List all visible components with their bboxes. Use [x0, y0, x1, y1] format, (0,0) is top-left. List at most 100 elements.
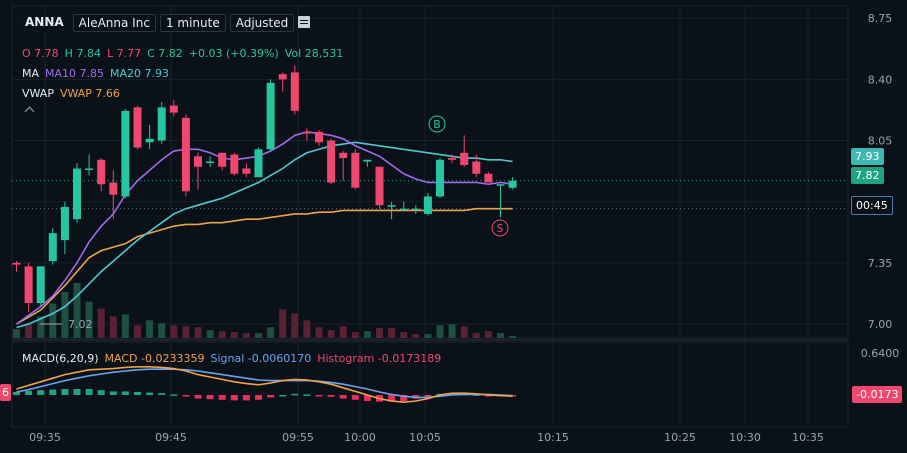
chart-header: ANNA AleAnna Inc 1 minute Adjusted [20, 14, 311, 32]
y-tick-label: 8.05 [868, 135, 893, 148]
candle-body [387, 205, 396, 207]
histogram-bar [448, 393, 456, 395]
open-label: O [22, 47, 31, 60]
volume-bar [303, 320, 311, 338]
candle-body [460, 152, 469, 166]
countdown-tag: 00:45 [851, 196, 893, 215]
candle-body [12, 262, 21, 265]
histogram-bar [351, 395, 359, 400]
histogram-bar [49, 389, 57, 395]
buy-signal-label: B [433, 118, 441, 131]
close-label: C [147, 47, 155, 60]
candle-body [363, 159, 372, 162]
ma-row[interactable]: MA MA10 7.85 MA20 7.93 [22, 67, 169, 80]
histogram-bar [37, 390, 45, 395]
histogram-value: Histogram -0.0173189 [317, 352, 442, 365]
macd-indicator-label[interactable]: MACD(6,20,9) [22, 352, 99, 365]
volume-bar [267, 327, 275, 338]
low-label: L [106, 47, 114, 60]
vwap-row[interactable]: VWAP VWAP 7.66 [22, 87, 120, 100]
candle-body [290, 72, 299, 111]
candle-body [85, 168, 94, 171]
volume-bar [351, 332, 359, 338]
histogram-bar [230, 395, 238, 401]
y-tick-label: 7.00 [868, 318, 893, 331]
histogram-bar [315, 395, 323, 397]
volume-bar [448, 324, 456, 338]
volume-label: Vol [284, 47, 302, 60]
candle-body [254, 149, 263, 178]
open-value: 7.78 [34, 47, 59, 60]
x-tick-label: 10:15 [537, 431, 569, 444]
volume-bar [73, 283, 81, 338]
candle-body [411, 208, 420, 211]
histogram-bar [267, 395, 275, 398]
histogram-bar [255, 395, 262, 400]
volume-value: 28,531 [304, 47, 344, 60]
candle-body [278, 74, 287, 80]
candle-body [327, 140, 336, 183]
candle-body [181, 117, 190, 192]
x-tick-label: 10:30 [729, 431, 761, 444]
candle-body [496, 184, 505, 186]
interval-selector[interactable]: 1 minute [159, 14, 226, 32]
histogram-bar [85, 389, 93, 395]
ohlc-row: O 7.78 H 7.84 L 7.77 C 7.82 +0.03 (+0.39… [22, 47, 343, 60]
histogram-bar [121, 391, 129, 395]
ma10-line [16, 130, 513, 325]
volume-bar [497, 333, 504, 338]
volume-bar [158, 323, 166, 338]
change-value: +0.03 (+0.39%) [188, 47, 279, 60]
macd-y-tick-label: 0.6400 [861, 347, 900, 360]
volume-bar [412, 334, 420, 338]
ma-indicator-label[interactable]: MA [22, 67, 40, 80]
candle-body [97, 159, 106, 185]
histogram-bar [73, 389, 81, 395]
histogram-bar [13, 392, 20, 395]
x-tick-label: 10:35 [792, 431, 824, 444]
buy-signal-icon [428, 115, 446, 133]
low-marker-label: 7.02 [68, 318, 93, 331]
histogram-bar [158, 393, 166, 395]
volume-bar [327, 330, 335, 338]
high-value: 7.84 [76, 47, 101, 60]
histogram-bar [134, 392, 141, 395]
x-tick-label: 09:35 [29, 431, 61, 444]
candle-body [109, 182, 118, 195]
close-price-tag: 7.82 [851, 167, 884, 184]
histogram-bar [279, 395, 287, 397]
ma20-price-tag: 7.93 [851, 148, 884, 165]
candle-body [375, 166, 384, 206]
adjustment-selector[interactable]: Adjusted [229, 14, 295, 32]
sell-signal-icon [491, 219, 509, 237]
left-edge-macd-tag: 6 [0, 384, 11, 401]
volume-bar [242, 333, 250, 338]
macd-panel-frame [11, 341, 849, 428]
vwap-indicator-label[interactable]: VWAP [22, 87, 54, 100]
x-tick-label: 09:45 [155, 431, 187, 444]
candle-body [24, 266, 33, 304]
close-value: 7.82 [158, 47, 183, 60]
histogram-bar [339, 395, 347, 399]
menu-icon[interactable] [298, 16, 311, 28]
company-name[interactable]: AleAnna Inc [72, 14, 156, 32]
volume-bar [363, 331, 371, 338]
histogram-bar [170, 394, 178, 396]
candle-body [194, 156, 202, 167]
volume-bar [37, 316, 45, 338]
volume-bar [339, 326, 347, 338]
volume-bar [182, 326, 190, 338]
candle-body [133, 107, 142, 148]
macd-row[interactable]: MACD(6,20,9) MACD -0.0233359 Signal -0.0… [22, 352, 441, 365]
volume-bar [97, 308, 105, 338]
histogram-bar [291, 393, 299, 396]
vwap-value: VWAP 7.66 [59, 87, 120, 100]
candle-body [206, 161, 215, 164]
volume-bar [230, 332, 238, 338]
symbol-label[interactable]: ANNA [20, 14, 69, 32]
candle-body [230, 154, 239, 174]
y-tick-label: 8.40 [868, 73, 893, 86]
histogram-bar [97, 390, 105, 395]
